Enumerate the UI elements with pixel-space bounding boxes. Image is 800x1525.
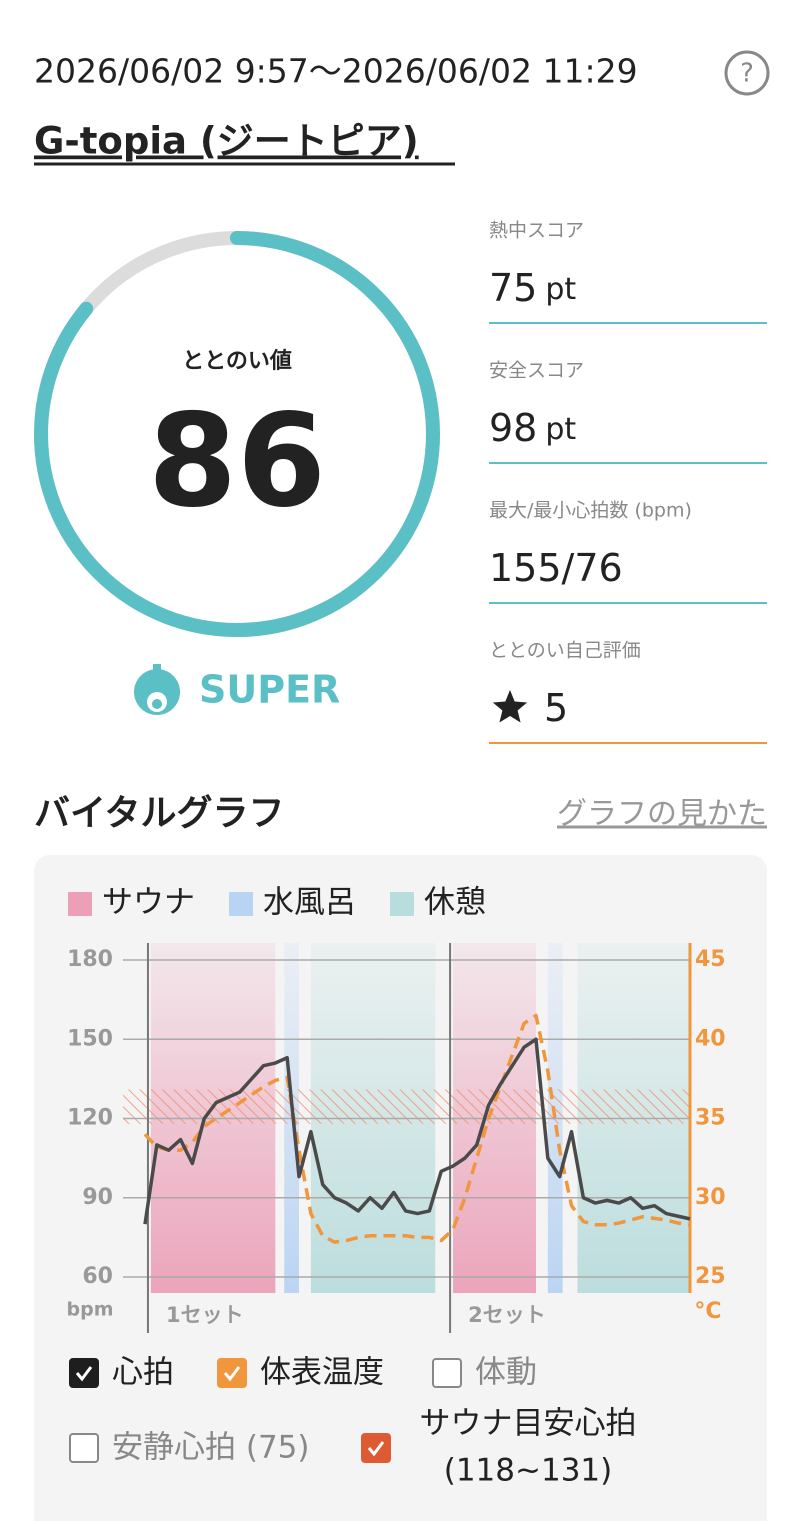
score-ring [34, 231, 440, 637]
checkmark [367, 1441, 385, 1457]
datetime: 2026/06/02 9:57～2026/06/02 11:29 [34, 52, 638, 91]
facility[interactable]: G-topia (ジートピア) [34, 120, 419, 163]
y-tick-label: 180 [67, 947, 113, 972]
y-tick-label: 60 [82, 1264, 113, 1289]
checkmark [75, 1366, 93, 1382]
checkbox[interactable] [69, 1358, 99, 1388]
stat-number: 75 [489, 266, 537, 310]
checkbox[interactable] [69, 1433, 99, 1463]
score-label: ととのい値 [182, 349, 292, 374]
toggle-label: 体表温度 [260, 1355, 384, 1391]
legend-swatch [68, 892, 92, 916]
series-line [143, 1013, 691, 1244]
stat-value: 155/76 [489, 546, 623, 590]
level: SUPER [199, 668, 340, 712]
stat-value: 5 [544, 686, 568, 730]
checkbox[interactable] [361, 1433, 391, 1463]
stat-value: 98 pt [489, 406, 576, 450]
y2-tick-label: 30 [695, 1185, 726, 1210]
guide-link[interactable]: グラフの見かた [557, 797, 767, 832]
y2-tick-label: 35 [695, 1106, 726, 1131]
checkbox[interactable] [432, 1358, 462, 1388]
legend-label: 休憩 [424, 885, 486, 921]
toggle-label: 心拍 [112, 1355, 174, 1391]
y2-tick-label: 40 [695, 1026, 726, 1051]
stat-number: 98 [489, 406, 537, 450]
toggle-label: サウナ目安心拍 [420, 1406, 637, 1442]
y-tick-label: 90 [82, 1185, 113, 1210]
legend-label: サウナ [102, 885, 195, 921]
legend-swatch [229, 892, 253, 916]
checkbox[interactable] [217, 1358, 247, 1388]
stat-label: 熱中スコア [489, 220, 584, 242]
toggle-label: 安静心拍 (75) [112, 1430, 310, 1466]
help-icon[interactable] [724, 50, 770, 96]
super-icon [134, 664, 180, 715]
y2-tick-label: 25 [695, 1264, 726, 1289]
y-axis-label: bpm [67, 1299, 114, 1321]
toggle-label: 体動 [475, 1355, 537, 1391]
stat-unit: pt [545, 272, 576, 307]
set-label: 1セット [166, 1303, 244, 1327]
set-label: 2セット [468, 1303, 546, 1327]
y-tick-label: 150 [67, 1026, 113, 1051]
stat-number: 5 [544, 686, 568, 730]
series-line [143, 1037, 691, 1225]
stat-unit: pt [545, 412, 576, 447]
help-text[interactable]: ? [740, 59, 754, 89]
stat-value: 75 pt [489, 266, 576, 310]
y2-tick-label: 45 [695, 947, 726, 972]
y-tick-label: 120 [67, 1106, 113, 1131]
legend-swatch [390, 892, 414, 916]
star-icon [492, 690, 528, 723]
section-title: バイタルグラフ [34, 793, 285, 834]
stat-number: 155/76 [489, 546, 623, 590]
stat-label: ととのい自己評価 [489, 640, 641, 662]
y2-axis-label: °C [694, 1299, 721, 1324]
score-value: 86 [148, 387, 326, 536]
stat-label: 最大/最小心拍数 (bpm) [489, 500, 692, 522]
legend-label: 水風呂 [263, 885, 356, 921]
toggle-sublabel: (118~131) [444, 1453, 613, 1489]
checkmark [223, 1366, 241, 1382]
stat-label: 安全スコア [489, 360, 584, 382]
